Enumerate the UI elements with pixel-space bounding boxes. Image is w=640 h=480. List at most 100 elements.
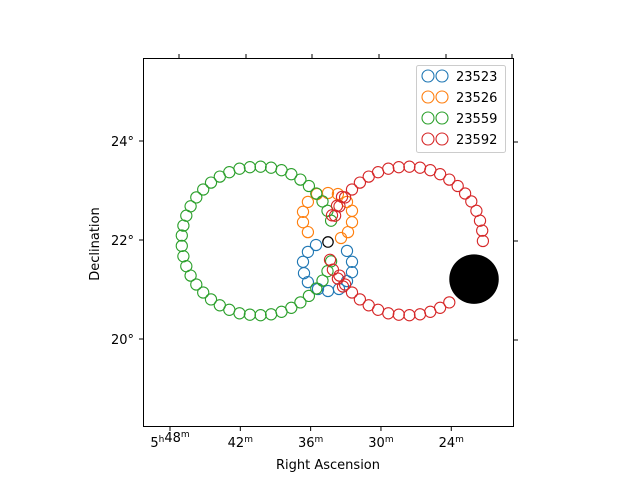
data-point xyxy=(403,160,416,173)
data-point xyxy=(310,187,323,200)
legend-marker xyxy=(421,111,435,125)
legend-marker xyxy=(435,90,449,104)
legend: 23523 23526 23559 23592 xyxy=(416,65,506,153)
data-point xyxy=(296,205,310,218)
data-point xyxy=(403,309,416,322)
legend-marker xyxy=(435,132,449,146)
data-point xyxy=(382,307,395,320)
data-point xyxy=(443,173,456,186)
data-point xyxy=(310,282,323,295)
data-point xyxy=(345,255,359,268)
axes-frame xyxy=(143,58,514,427)
axis-ticks: 5h48m 42m 36m 30m 24m 24° 22° 20° xyxy=(111,54,518,451)
data-point xyxy=(309,238,323,252)
data-point xyxy=(302,179,316,193)
x-tick-label: 30m xyxy=(368,435,393,451)
data-point xyxy=(177,219,190,232)
data-point xyxy=(254,160,267,173)
data-point xyxy=(301,275,315,289)
data-point xyxy=(465,195,478,208)
data-point xyxy=(184,269,197,282)
data-point xyxy=(197,183,210,196)
data-point xyxy=(321,284,335,298)
plot-marks xyxy=(175,160,499,322)
data-point xyxy=(345,286,359,299)
center-marker xyxy=(322,236,334,248)
data-point xyxy=(254,309,267,322)
legend-marker xyxy=(435,111,449,125)
data-point xyxy=(275,164,288,177)
data-point xyxy=(413,161,427,174)
data-point xyxy=(353,293,367,306)
legend-label: 23526 xyxy=(456,91,497,106)
data-point xyxy=(331,187,345,201)
x-tick-label: 5h48m xyxy=(150,430,189,451)
data-point xyxy=(223,303,236,316)
data-point xyxy=(296,255,310,268)
y-tick-label: 20° xyxy=(111,333,134,348)
data-point xyxy=(302,289,316,303)
data-point xyxy=(443,296,456,309)
data-point xyxy=(334,231,348,245)
y-axis-label: Declination xyxy=(88,207,103,281)
legend-label: 23559 xyxy=(456,112,497,127)
data-point xyxy=(190,191,203,204)
data-point xyxy=(301,245,315,259)
data-point xyxy=(233,307,246,320)
data-point xyxy=(336,280,350,293)
legend-label: 23523 xyxy=(456,70,497,85)
data-point xyxy=(264,161,278,174)
legend-box xyxy=(416,65,506,153)
data-point xyxy=(243,161,257,174)
data-point xyxy=(476,234,490,248)
data-point xyxy=(382,162,395,175)
legend-item-23526: 23526 xyxy=(421,90,497,106)
data-point xyxy=(392,308,405,321)
data-point xyxy=(353,176,367,189)
legend-item-23523: 23523 xyxy=(421,69,497,85)
data-point xyxy=(204,293,218,306)
legend-marker xyxy=(435,69,449,83)
data-point xyxy=(301,225,315,239)
filled-source-marker xyxy=(449,254,499,304)
data-point xyxy=(285,301,298,314)
data-point xyxy=(264,308,278,321)
legend-marker xyxy=(421,69,435,83)
data-point xyxy=(175,239,188,253)
data-point xyxy=(371,303,385,316)
x-tick-label: 42m xyxy=(228,435,253,451)
data-point xyxy=(330,199,344,212)
data-point xyxy=(316,274,329,287)
data-point xyxy=(197,286,210,299)
y-tick-label: 22° xyxy=(111,234,134,249)
data-point xyxy=(297,267,311,280)
data-point xyxy=(190,278,203,291)
y-tick-label: 24° xyxy=(111,135,134,150)
x-tick-label: 24m xyxy=(439,435,464,451)
legend-label: 23592 xyxy=(456,133,497,148)
data-point xyxy=(345,183,359,196)
data-point xyxy=(433,301,447,314)
data-point xyxy=(362,170,375,183)
data-point xyxy=(340,244,354,258)
data-point xyxy=(294,296,307,309)
data-point xyxy=(458,187,472,200)
data-point xyxy=(470,204,483,217)
series-23592 xyxy=(323,160,490,322)
data-point xyxy=(413,308,427,321)
data-point xyxy=(243,308,257,321)
data-point xyxy=(341,225,355,239)
data-point xyxy=(324,255,338,268)
data-point xyxy=(175,229,188,242)
legend-marker xyxy=(421,132,435,146)
data-point xyxy=(392,161,405,174)
data-point xyxy=(476,224,489,237)
data-point xyxy=(316,195,329,208)
data-point xyxy=(345,266,359,279)
data-point xyxy=(424,164,437,177)
data-point xyxy=(451,179,464,193)
data-point xyxy=(296,216,310,229)
data-point xyxy=(345,204,359,217)
series-23526 xyxy=(296,186,359,245)
